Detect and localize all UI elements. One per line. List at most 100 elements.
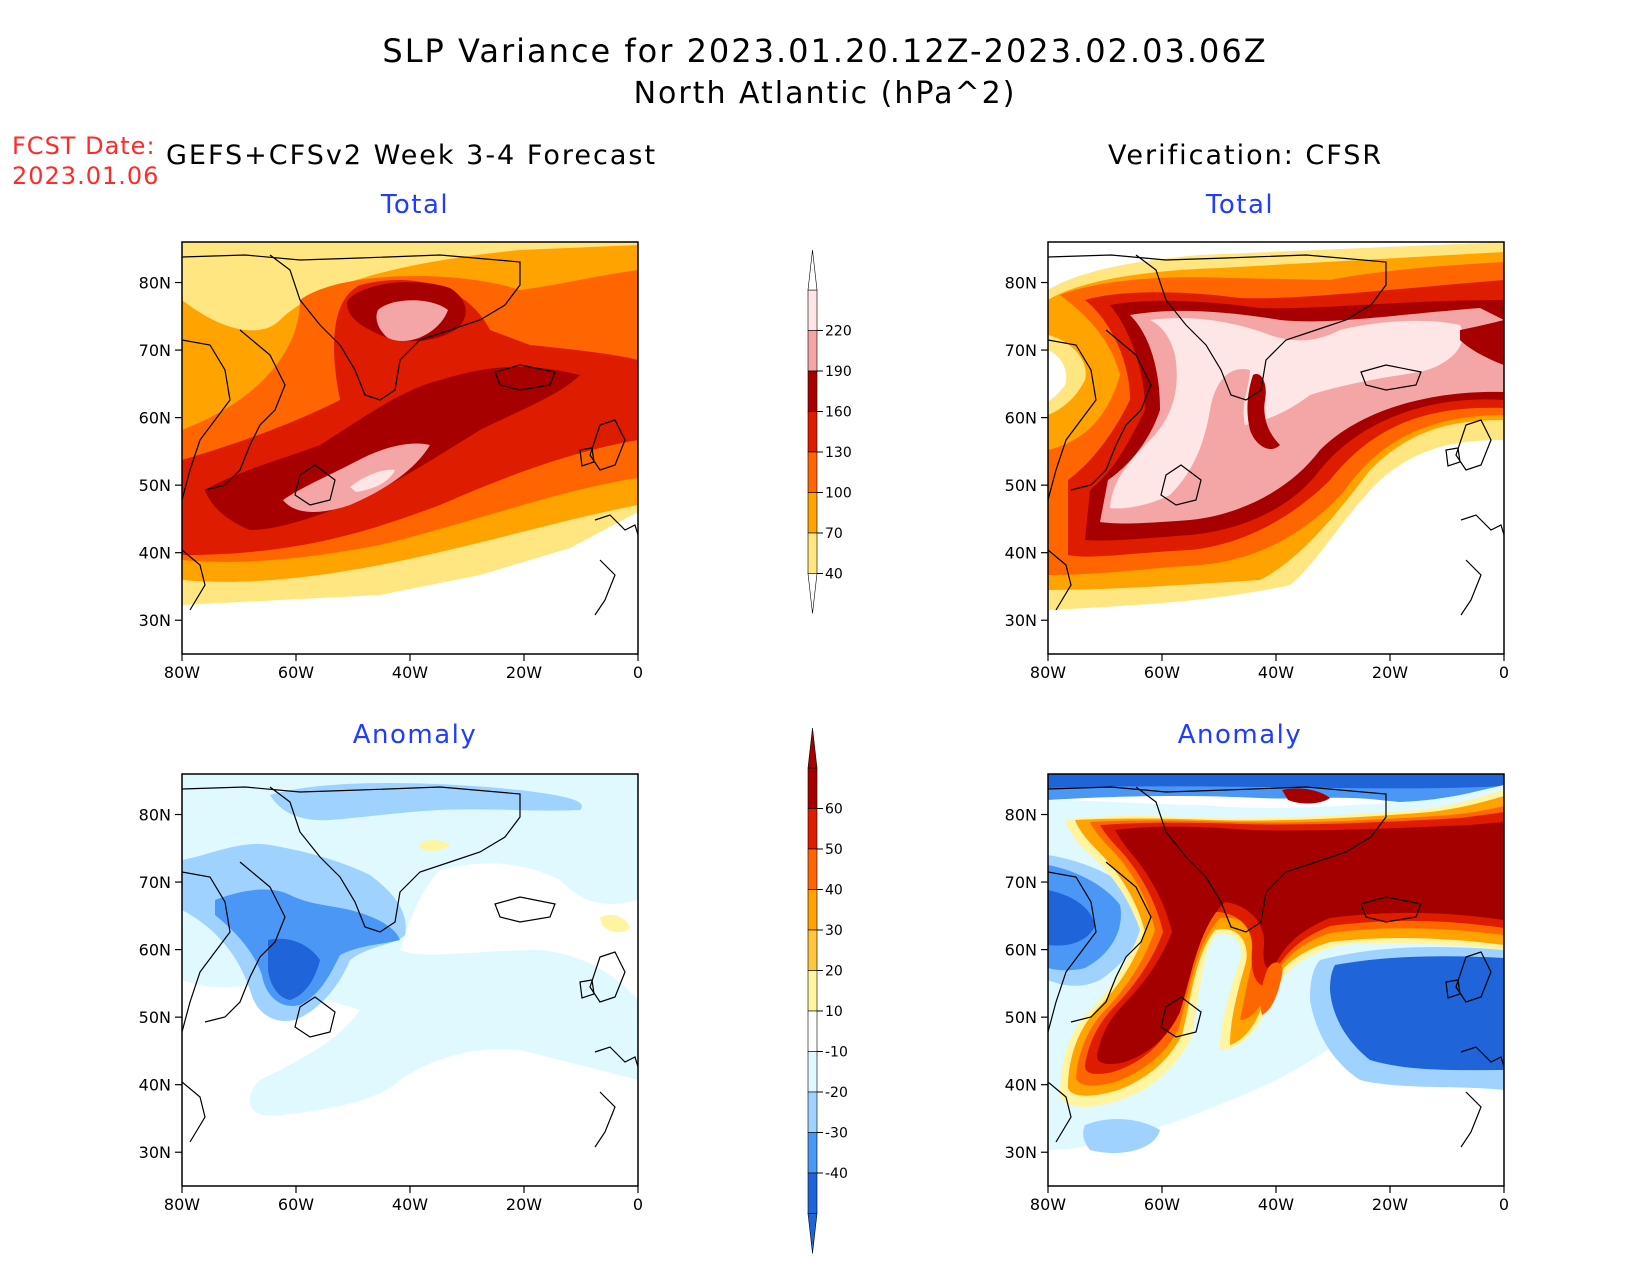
colorbar-anomaly: 60 50 40 30 20 10 -10 -20 -30 -40	[807, 727, 848, 1254]
verification-anomaly-map	[1047, 773, 1505, 1187]
verification-total-lon-label: 0	[1499, 663, 1509, 682]
colorbar-anomaly-segment	[807, 970, 818, 1012]
colorbar-total-label: 100	[825, 486, 852, 502]
forecast-total-lat-label: 60N	[139, 409, 171, 428]
forecast-anomaly-map	[181, 773, 639, 1187]
forecast-anomaly-coastlines	[182, 786, 638, 1148]
verification-anomaly-lat-label: 60N	[1005, 941, 1037, 960]
forecast-total-coastlines	[182, 254, 638, 616]
colorbar-total: 220 190 160 130 100 70 40	[807, 249, 852, 614]
forecast-total-lon-label: 0	[633, 663, 643, 682]
verification-total-lon-label: 20W	[1372, 663, 1408, 682]
colorbar-total-segment	[807, 289, 818, 331]
verification-total-lat-label: 60N	[1005, 409, 1037, 428]
verification-anomaly-title: Anomaly	[1177, 720, 1303, 750]
colorbar-total-label: 160	[825, 405, 852, 421]
forecast-column-title: GEFS+CFSv2 Week 3-4 Forecast	[166, 140, 658, 171]
forecast-total-lon-label: 20W	[506, 663, 542, 682]
forecast-anomaly-lat-label: 70N	[139, 873, 171, 892]
colorbar-anomaly-segment	[807, 1051, 818, 1093]
verification-total-lat-label: 80N	[1005, 274, 1037, 293]
verification-anomaly-lat-label: 40N	[1005, 1076, 1037, 1095]
colorbar-anomaly-segment	[807, 848, 818, 890]
colorbar-anomaly-label: 60	[825, 802, 843, 818]
colorbar-anomaly-label: 30	[825, 923, 843, 939]
forecast-anomaly-lon-label: 40W	[392, 1195, 428, 1214]
verification-anomaly-lon-label: 0	[1499, 1195, 1509, 1214]
colorbar-anomaly-segment	[807, 929, 818, 971]
verification-total-coastlines	[1048, 254, 1504, 616]
colorbar-anomaly-top-arrow	[807, 727, 818, 769]
verification-anomaly-lon-label: 80W	[1030, 1195, 1066, 1214]
main-subtitle: North Atlantic (hPa^2)	[633, 76, 1017, 111]
colorbar-total-segment	[807, 451, 818, 493]
verification-anomaly-shading	[1048, 774, 1504, 1186]
forecast-anomaly-lon-label: 60W	[278, 1195, 314, 1214]
colorbar-total-segment	[807, 330, 818, 372]
verification-total-lat-label: 70N	[1005, 341, 1037, 360]
forecast-anomaly-title: Anomaly	[352, 720, 478, 750]
colorbar-total-label: 40	[825, 567, 843, 583]
colorbar-total-label: 190	[825, 364, 852, 380]
forecast-total-lat-label: 50N	[139, 476, 171, 495]
verification-total-lat-label: 30N	[1005, 611, 1037, 630]
colorbar-anomaly-segment	[807, 767, 818, 809]
verification-anomaly-lat-label: 80N	[1005, 806, 1037, 825]
fcst-date-value: 2023.01.06	[12, 162, 160, 190]
verification-total-lon-label: 60W	[1144, 663, 1180, 682]
forecast-total-lon-label: 40W	[392, 663, 428, 682]
verification-anomaly-coastlines	[1048, 786, 1504, 1148]
colorbar-anomaly-label: 10	[825, 1004, 843, 1020]
verification-anomaly-lat-label: 50N	[1005, 1008, 1037, 1027]
forecast-anomaly-lat-label: 80N	[139, 806, 171, 825]
verification-total-lat-label: 50N	[1005, 476, 1037, 495]
forecast-anomaly-shading	[182, 774, 638, 1186]
verification-total-title: Total	[1205, 190, 1275, 220]
forecast-total-lon-label: 80W	[164, 663, 200, 682]
verification-total-lon-label: 80W	[1030, 663, 1066, 682]
forecast-total-lat-label: 30N	[139, 611, 171, 630]
forecast-anomaly-lon-label: 0	[633, 1195, 643, 1214]
verification-anomaly-lon-label: 60W	[1144, 1195, 1180, 1214]
colorbar-total-segment	[807, 370, 818, 412]
forecast-anomaly-lat-label: 30N	[139, 1143, 171, 1162]
colorbar-anomaly-label: 50	[825, 842, 843, 858]
colorbar-anomaly-segment	[807, 889, 818, 931]
forecast-total-lat-label: 40N	[139, 544, 171, 563]
colorbar-total-label: 220	[825, 324, 852, 340]
verification-column-title: Verification: CFSR	[1108, 140, 1384, 171]
colorbar-anomaly-segment	[807, 1172, 818, 1214]
colorbar-total-label: 130	[825, 445, 852, 461]
verification-anomaly-lon-label: 40W	[1258, 1195, 1294, 1214]
colorbar-anomaly-label: -40	[825, 1166, 848, 1182]
verification-total-shading	[1048, 242, 1504, 654]
colorbar-anomaly-segment	[807, 1091, 818, 1133]
forecast-total-lon-label: 60W	[278, 663, 314, 682]
colorbar-anomaly-label: -30	[825, 1126, 848, 1142]
colorbar-anomaly-segment	[807, 1132, 818, 1174]
main-title: SLP Variance for 2023.01.20.12Z-2023.02.…	[382, 32, 1268, 70]
colorbar-total-label: 70	[825, 526, 843, 542]
verification-total-lon-label: 40W	[1258, 663, 1294, 682]
forecast-anomaly-lat-label: 40N	[139, 1076, 171, 1095]
verification-total-lat-label: 40N	[1005, 544, 1037, 563]
fcst-date-label: FCST Date:	[12, 132, 156, 160]
verification-total-map	[1047, 241, 1505, 655]
forecast-total-lat-label: 80N	[139, 274, 171, 293]
colorbar-anomaly-bottom-arrow	[807, 1213, 818, 1254]
verification-anomaly-lat-label: 30N	[1005, 1143, 1037, 1162]
forecast-total-shading	[182, 242, 638, 654]
forecast-anomaly-lon-label: 20W	[506, 1195, 542, 1214]
forecast-total-lat-label: 70N	[139, 341, 171, 360]
colorbar-total-segment	[807, 492, 818, 534]
map-axes: 80N 70N 60N 50N 40N 30N 80W 60W 40W 20W 0 80N 70N 60N…	[139, 274, 1509, 1214]
colorbar-total-top-arrow	[807, 249, 818, 291]
colorbar-total-bottom-arrow	[807, 573, 818, 614]
colorbar-anomaly-segment	[807, 808, 818, 850]
colorbar-anomaly-segment	[807, 1010, 818, 1052]
forecast-anomaly-lat-label: 60N	[139, 941, 171, 960]
colorbar-anomaly-label: -20	[825, 1085, 848, 1101]
verification-anomaly-lat-label: 70N	[1005, 873, 1037, 892]
colorbar-total-segment	[807, 532, 818, 574]
